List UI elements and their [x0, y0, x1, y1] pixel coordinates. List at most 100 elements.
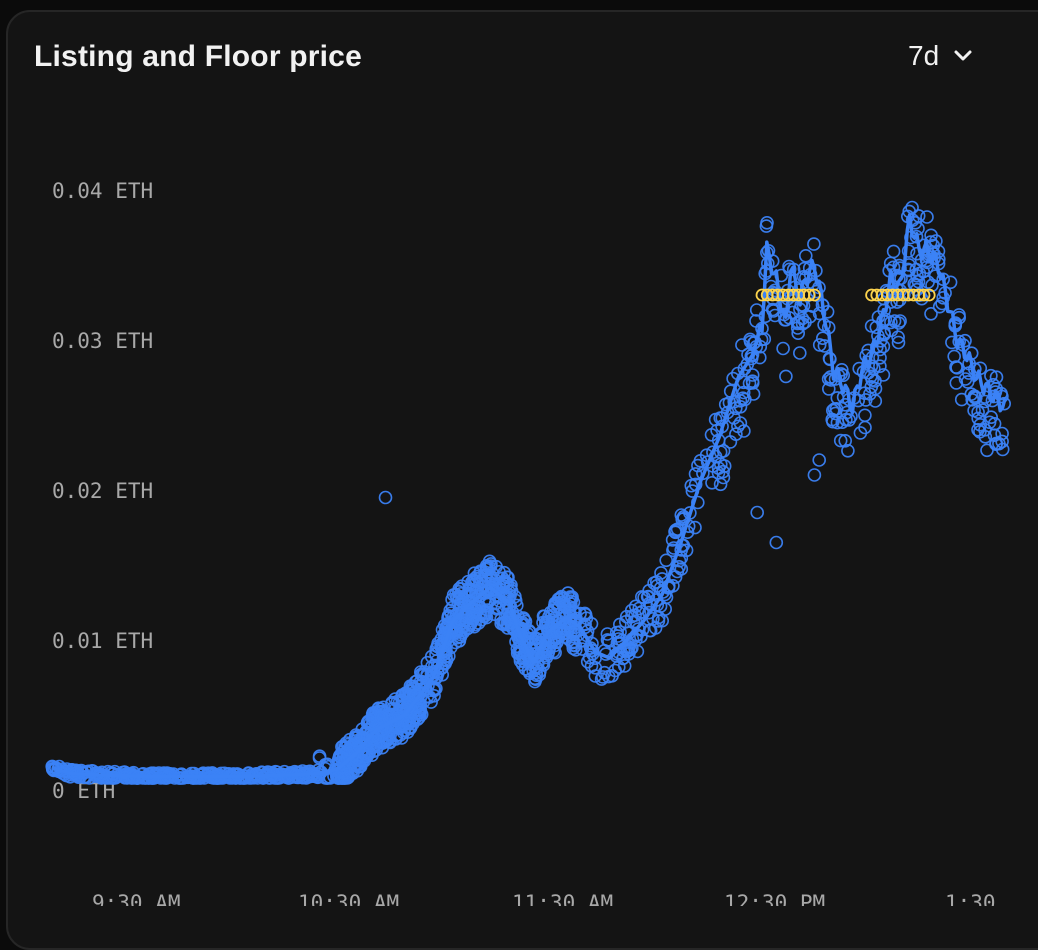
listing-point	[351, 729, 366, 744]
listing-point	[792, 346, 807, 360]
listing-point	[920, 260, 934, 275]
y-tick-label: 0.01 ETH	[52, 629, 153, 653]
listing-point	[873, 350, 887, 365]
highlight-point	[808, 288, 821, 302]
listing-point	[842, 413, 856, 427]
listing-point	[517, 654, 532, 669]
listing-point	[745, 374, 760, 389]
listing-point	[886, 244, 901, 259]
listing-point	[864, 369, 878, 384]
listing-point	[629, 632, 643, 647]
listing-point	[949, 360, 963, 374]
y-tick-label: 0.03 ETH	[52, 329, 153, 353]
listing-point	[901, 244, 916, 258]
listing-point	[821, 382, 836, 396]
listing-point	[679, 543, 694, 558]
listing-point	[971, 405, 985, 420]
listing-point	[410, 674, 424, 688]
listing-point	[651, 614, 666, 628]
listing-point	[965, 392, 980, 407]
listing-point	[995, 434, 1009, 449]
highlight-point	[802, 288, 816, 302]
listing-point	[905, 200, 919, 215]
x-tick-label: 11:30 AM	[512, 891, 613, 906]
listing-point	[718, 397, 733, 412]
listing-point	[584, 616, 599, 631]
listing-point	[249, 766, 264, 781]
y-tick-label: 0.04 ETH	[52, 179, 153, 203]
listing-point	[836, 368, 851, 383]
listing-point	[463, 582, 477, 597]
listing-point	[454, 594, 469, 608]
listing-point	[479, 562, 494, 577]
listing-point	[929, 234, 943, 248]
listing-point	[949, 376, 964, 390]
listing-point	[594, 672, 609, 686]
listing-point	[760, 216, 774, 230]
listing-point	[649, 575, 664, 589]
listing-point	[765, 302, 780, 317]
listing-point	[412, 710, 426, 725]
listing-point	[600, 627, 615, 641]
listing-point	[668, 523, 683, 538]
listing-point	[777, 307, 792, 322]
listing-point	[758, 309, 773, 324]
listing-point	[750, 505, 765, 520]
y-tick-label: 0.02 ETH	[52, 479, 153, 503]
listing-point	[936, 290, 951, 305]
listing-point	[736, 391, 750, 406]
highlight-point	[917, 288, 931, 302]
listing-point	[984, 410, 999, 425]
listing-point	[536, 615, 550, 630]
listing-point	[608, 663, 622, 678]
listing-point	[713, 477, 728, 492]
listing-point	[402, 684, 416, 699]
listing-point	[388, 692, 403, 706]
x-tick-label: 10:30 AM	[298, 891, 399, 906]
listing-point	[727, 411, 741, 425]
listing-point	[338, 771, 352, 785]
listing-point	[841, 443, 855, 458]
listing-point	[640, 590, 655, 604]
listing-point	[474, 574, 489, 589]
listing-point	[529, 661, 544, 675]
listing-point	[688, 520, 702, 535]
listing-point	[731, 419, 745, 434]
chart-card	[6, 10, 1038, 950]
listing-point	[980, 443, 994, 458]
listing-point	[812, 338, 827, 352]
listing-point	[893, 314, 907, 328]
listing-point	[893, 261, 907, 275]
listing-point	[78, 770, 92, 784]
listing-point	[873, 342, 887, 357]
listing-point	[487, 607, 502, 622]
listing-point	[648, 621, 663, 635]
listing-point	[690, 495, 705, 510]
listing-point	[688, 467, 703, 481]
listing-point	[616, 651, 631, 665]
listing-point	[580, 654, 595, 669]
listing-point	[156, 767, 171, 781]
listing-point	[350, 759, 364, 773]
listing-point	[561, 586, 575, 600]
listing-point	[366, 706, 380, 720]
listing-point	[621, 640, 636, 654]
listing-point	[924, 306, 938, 321]
listing-point	[659, 553, 674, 568]
listing-point	[973, 424, 987, 439]
listing-point	[480, 603, 495, 617]
listing-point	[812, 453, 827, 467]
range-selector[interactable]: 7d	[908, 40, 973, 72]
listing-point	[632, 606, 647, 620]
listing-point	[776, 341, 790, 356]
listing-point	[414, 667, 429, 682]
listing-point	[359, 749, 374, 764]
listing-point	[74, 763, 88, 778]
listing-point	[920, 210, 934, 224]
listing-point	[263, 771, 277, 785]
listing-point	[711, 466, 726, 480]
listing-point	[869, 320, 884, 335]
listing-point	[628, 599, 643, 614]
listing-point	[462, 595, 476, 610]
listing-point	[871, 310, 886, 324]
